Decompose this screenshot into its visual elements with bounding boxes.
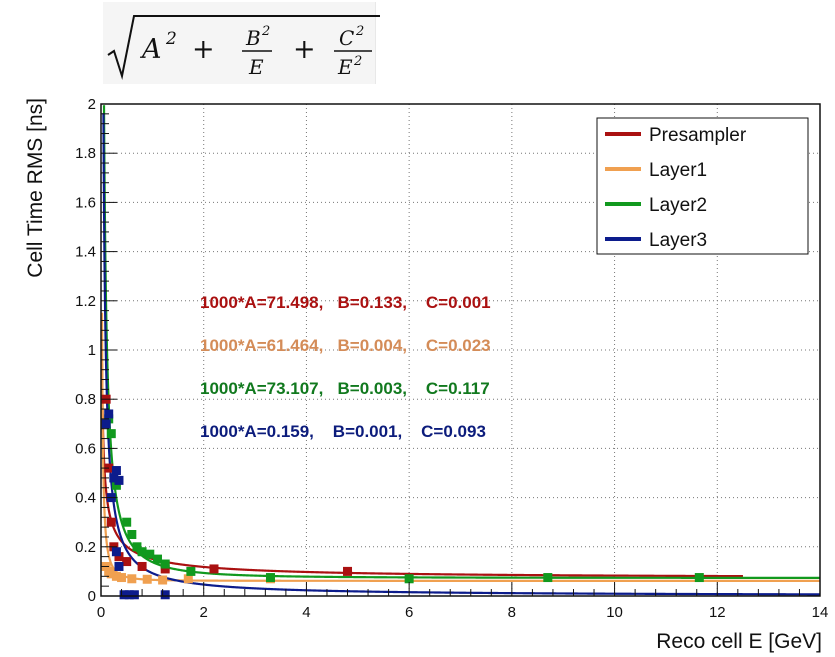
legend-label-layer3: Layer3 — [649, 230, 707, 251]
legend-label-layer2: Layer2 — [649, 195, 707, 216]
data-point-layer3 — [111, 466, 121, 476]
y-tick-label: 2 — [88, 96, 96, 113]
x-tick-label: 6 — [405, 604, 413, 621]
data-point-layer2 — [127, 530, 137, 539]
data-point-presampler — [122, 557, 132, 567]
data-point-layer1 — [117, 573, 127, 583]
fit-annotations: 1000*A=71.498, B=0.133, C=0.001 1000*A=61… — [200, 293, 491, 441]
data-point-presampler — [114, 552, 124, 562]
x-tick-label: 0 — [97, 604, 105, 621]
formula-B-exp: 2 — [261, 24, 270, 39]
data-point-layer1 — [111, 571, 121, 581]
formula-plus-1: + — [192, 34, 215, 65]
formula-C-exp: 2 — [355, 24, 364, 39]
y-axis-title: Cell Time RMS [ns] — [24, 98, 47, 278]
y-tick-label: 1.6 — [75, 194, 96, 211]
data-point-layer3 — [124, 590, 134, 600]
y-tick-label: 1 — [88, 342, 96, 359]
data-point-presampler — [209, 564, 219, 574]
data-point-presampler — [343, 566, 353, 576]
fit-curves — [100, 105, 820, 596]
y-tick-label: 0.8 — [75, 391, 96, 408]
legend: Presampler Layer1 Layer2 Layer3 — [596, 117, 809, 255]
data-point-layer2 — [132, 542, 142, 552]
data-point-layer3 — [104, 409, 114, 419]
legend-label-presampler: Presampler — [649, 125, 747, 146]
data-point-layer2 — [145, 549, 155, 559]
data-point-layer2 — [694, 573, 704, 583]
fit-curve-layer3 — [102, 113, 820, 596]
y-tick-label: 0 — [88, 588, 96, 605]
formula: A 2 + B 2 E + C 2 E 2 — [107, 15, 380, 80]
data-point-layer2 — [265, 573, 275, 583]
fit-params-layer1: 1000*A=61.464, B=0.004, C=0.023 — [200, 336, 491, 355]
data-point-layer3 — [101, 419, 111, 429]
fit-params-presampler: 1000*A=71.498, B=0.133, C=0.001 — [200, 293, 491, 312]
data-point-layer3 — [114, 475, 124, 485]
x-tick-label: 8 — [508, 604, 516, 621]
data-point-layer2 — [111, 480, 121, 490]
data-point-layer1 — [106, 569, 116, 579]
data-point-layer1 — [158, 575, 168, 585]
data-point-layer3 — [109, 473, 119, 483]
data-point-layer2 — [186, 566, 196, 576]
data-point-layer2 — [122, 517, 132, 527]
fit-params-layer3: 1000*A=0.159, B=0.001, C=0.093 — [200, 422, 486, 441]
y-tick-label: 1.4 — [75, 244, 96, 261]
formula-C: C — [339, 26, 354, 50]
formula-E2: E — [337, 55, 353, 79]
x-tick-label: 10 — [606, 604, 623, 621]
formula-A: A — [139, 34, 162, 65]
legend-label-layer1: Layer1 — [649, 160, 707, 181]
data-point-layer3 — [111, 547, 121, 557]
formula-E2-exp: 2 — [353, 54, 362, 69]
data-point-layer2 — [152, 554, 162, 564]
data-point-layer3 — [114, 561, 124, 571]
data-point-layer3 — [129, 590, 139, 600]
data-point-layer1 — [127, 574, 137, 584]
x-tick-label: 2 — [200, 604, 208, 621]
legend-box — [596, 117, 809, 255]
y-tick-label: 1.8 — [75, 145, 96, 162]
x-axis-title: Reco cell E [GeV] — [656, 630, 822, 653]
formula-plus-2: + — [293, 34, 316, 65]
formula-radical — [107, 15, 380, 80]
data-point-layer2 — [106, 429, 116, 439]
data-point-presampler — [106, 517, 116, 527]
y-tick-label: 1.2 — [75, 293, 96, 310]
y-tick-label: 0.6 — [75, 440, 96, 457]
x-tick-label: 14 — [812, 604, 829, 621]
x-tick-label: 12 — [709, 604, 726, 621]
y-tick-label: 0.4 — [75, 490, 96, 507]
axis-ticks: 0 2 4 6 8 10 12 14 0 0.2 0.4 0.6 0.8 1 1.2 1.4 1.6 1.8 2 — [75, 96, 828, 621]
fit-params-layer2: 1000*A=73.107, B=0.003, C=0.117 — [200, 379, 490, 398]
data-point-presampler — [137, 561, 147, 571]
data-point-layer3 — [160, 590, 170, 600]
formula-A-exp: 2 — [165, 29, 177, 49]
data-point-layer2 — [160, 559, 170, 569]
data-point-layer1 — [142, 574, 152, 584]
data-point-layer1 — [183, 574, 193, 584]
fit-curve-layer2 — [102, 105, 820, 579]
fit-curve-presampler — [100, 363, 743, 578]
fit-curve-layer1 — [100, 312, 820, 582]
x-tick-label: 4 — [302, 604, 310, 621]
y-tick-label: 0.2 — [75, 539, 96, 556]
data-point-layer3 — [119, 590, 129, 600]
data-point-layer2 — [404, 574, 414, 584]
data-point-presampler — [160, 564, 170, 574]
formula-E1: E — [248, 55, 264, 79]
data-point-layer2 — [543, 573, 553, 583]
data-point-layer2 — [137, 547, 147, 557]
formula-B: B — [245, 26, 261, 50]
